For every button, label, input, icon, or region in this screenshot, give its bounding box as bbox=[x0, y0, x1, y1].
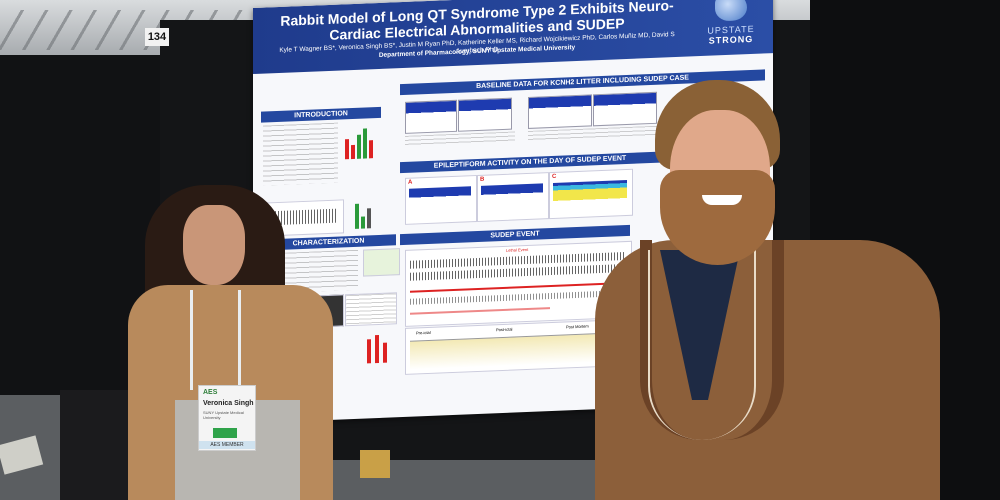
epi-panel-b: B bbox=[477, 172, 549, 223]
badge-green-mark bbox=[213, 428, 237, 438]
man-beard bbox=[660, 170, 775, 265]
epi-panel-a: A bbox=[405, 175, 477, 225]
epi-heatmap-c bbox=[553, 179, 627, 213]
name-badge: AES Veronica Singh SUNY Upstate Medical … bbox=[198, 385, 256, 451]
characterization-table bbox=[345, 292, 397, 327]
booth-number-sign: 134 bbox=[145, 28, 169, 46]
man-smile bbox=[702, 195, 742, 205]
intro-trace bbox=[272, 208, 338, 226]
intro-bar-chart-2 bbox=[353, 192, 393, 229]
intro-text bbox=[263, 122, 338, 186]
background-person-legs bbox=[60, 390, 130, 500]
char-bar bbox=[383, 342, 387, 363]
baseline-heatmap bbox=[593, 91, 657, 127]
intro-bar bbox=[369, 140, 373, 159]
pre-ictal-label: Pre-ictal bbox=[416, 329, 431, 336]
panel-label-c: C bbox=[552, 173, 557, 180]
badge-strip: AES MEMBER bbox=[199, 441, 255, 449]
intro-bar bbox=[363, 128, 367, 159]
post-ictal-label: Post-ictal bbox=[496, 326, 513, 333]
man-collar-trim bbox=[648, 250, 756, 440]
intro-bar bbox=[351, 144, 355, 160]
baseline-heatmap bbox=[405, 99, 457, 134]
post-mortem-label: Post Mortem bbox=[566, 323, 589, 330]
intro-bar bbox=[355, 203, 359, 229]
lethal-event-label: Lethal Event bbox=[506, 246, 529, 253]
baseline-heatmap bbox=[458, 97, 512, 132]
upstate-logo: UPSTATE STRONG bbox=[693, 0, 769, 52]
intro-bar bbox=[357, 134, 361, 159]
wolf-logo-icon bbox=[715, 0, 747, 22]
eeg-trace bbox=[410, 290, 625, 305]
intro-bar bbox=[361, 216, 365, 229]
baseline-caption-left bbox=[405, 131, 515, 146]
intro-bar bbox=[367, 208, 371, 229]
char-bar bbox=[367, 339, 371, 364]
logo-text: UPSTATE STRONG bbox=[693, 23, 769, 46]
lanyard bbox=[190, 290, 241, 390]
characterization-chart bbox=[363, 248, 400, 277]
intro-bar-chart bbox=[343, 123, 383, 160]
ecg-trace bbox=[410, 307, 550, 315]
poster-header: Rabbit Model of Long QT Syndrome Type 2 … bbox=[253, 0, 773, 75]
epi-panel-c: C bbox=[549, 168, 633, 220]
epi-heatmap-a bbox=[409, 186, 471, 219]
logo-line2: STRONG bbox=[708, 33, 754, 46]
background-shoe bbox=[360, 450, 390, 478]
badge-name: Veronica Singh bbox=[203, 400, 254, 407]
characterization-bar-chart bbox=[363, 332, 398, 364]
baseline-heatmap bbox=[528, 94, 592, 129]
panel-label-b: B bbox=[480, 176, 485, 183]
intro-bar bbox=[345, 139, 349, 160]
badge-organization: SUNY Upstate Medical University bbox=[203, 410, 244, 420]
badge-conference: AES bbox=[203, 389, 218, 396]
char-bar bbox=[375, 334, 379, 364]
woman-face bbox=[183, 205, 245, 285]
section-introduction: INTRODUCTION bbox=[261, 106, 381, 123]
panel-label-a: A bbox=[408, 179, 413, 186]
epi-heatmap-b bbox=[481, 183, 543, 216]
